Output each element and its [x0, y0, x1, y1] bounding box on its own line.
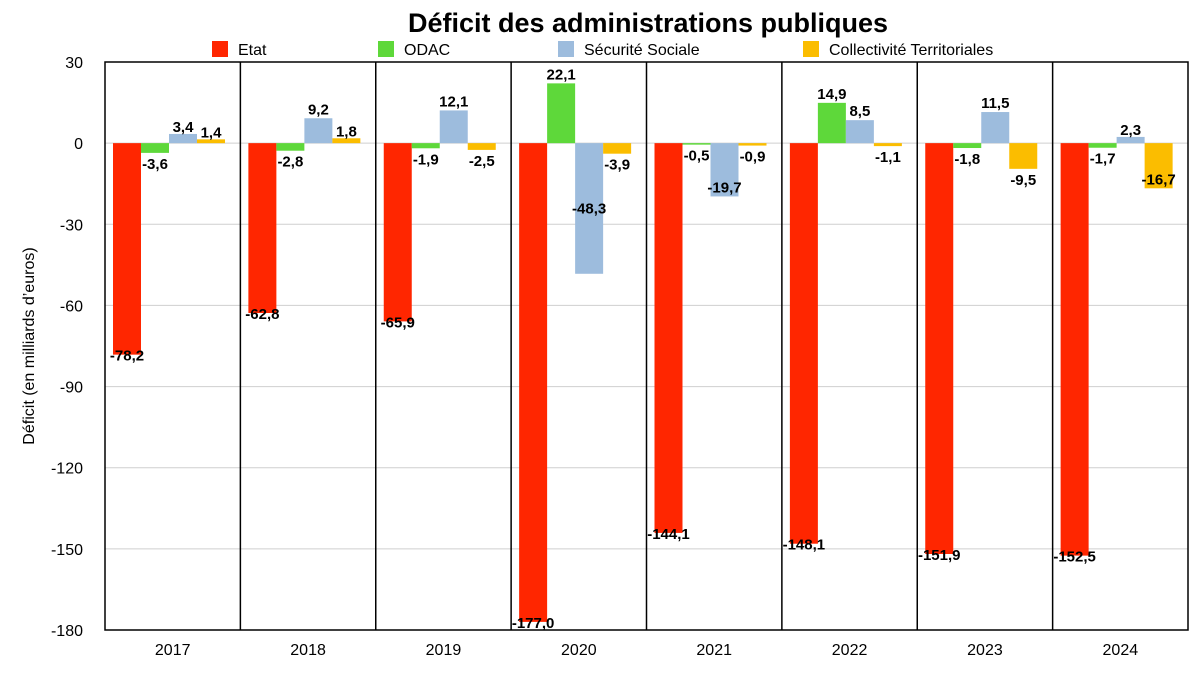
y-axis-label: Déficit (en milliards d’euros)	[21, 247, 38, 444]
bar	[169, 133, 197, 144]
data-label: 1,8	[336, 123, 357, 140]
data-label: -65,9	[381, 314, 415, 331]
legend-label: ODAC	[404, 42, 450, 59]
bar	[332, 138, 361, 144]
data-label: 2,3	[1120, 122, 1141, 139]
data-label: -1,9	[413, 151, 439, 168]
y-tick-label: 0	[74, 136, 83, 153]
bar	[817, 102, 846, 144]
data-label: -48,3	[572, 200, 606, 217]
data-label: -1,7	[1090, 151, 1116, 168]
data-label: -0,5	[684, 147, 710, 164]
x-tick-label: 2019	[426, 642, 462, 659]
bar	[575, 143, 604, 274]
bar	[141, 143, 169, 153]
legend-swatch	[558, 41, 574, 57]
data-label: -144,1	[647, 526, 690, 543]
legend: Etat ODAC Sécurité Sociale Collectivité Ter…	[212, 41, 993, 59]
legend-swatch	[378, 41, 394, 57]
x-tick-label: 2017	[155, 642, 191, 659]
legend-label: Sécurité Sociale	[584, 42, 700, 59]
data-label: 3,4	[173, 119, 195, 136]
data-label: 12,1	[439, 93, 468, 110]
legend-swatch	[803, 41, 819, 57]
data-label: -148,1	[783, 537, 826, 554]
data-label: -3,9	[604, 157, 630, 174]
x-axis-ticks: 2017 2018 2019 2020 2021 2022 2023 2024	[155, 642, 1138, 659]
data-label: 8,5	[849, 103, 870, 120]
y-axis-ticks: 30 0 -30 -60 -90 -120 -150 -180	[51, 55, 83, 640]
legend-label: Etat	[238, 42, 267, 59]
bar	[789, 143, 818, 544]
bar	[845, 120, 874, 144]
y-tick-label: 30	[65, 55, 83, 72]
bar	[304, 118, 333, 144]
bar	[1116, 136, 1145, 144]
bar	[873, 143, 902, 147]
data-label: 1,4	[201, 124, 223, 141]
legend-label: Collectivité Territoriales	[829, 42, 993, 59]
legend-swatch	[212, 41, 228, 57]
y-tick-label: -90	[60, 380, 83, 397]
data-label: -1,8	[954, 151, 980, 168]
bar	[467, 143, 496, 150]
bar	[953, 143, 982, 149]
data-label: -19,7	[707, 179, 741, 196]
data-label: 22,1	[547, 66, 576, 83]
bar	[519, 143, 548, 622]
bar	[276, 143, 305, 151]
bar	[710, 143, 739, 197]
data-label: -1,1	[875, 149, 901, 166]
data-label: -151,9	[918, 547, 961, 564]
plot-frame	[104, 61, 1189, 631]
chart-title: Déficit des administrations publiques	[408, 8, 888, 38]
bar	[1144, 143, 1173, 189]
year-separators	[239, 62, 1054, 630]
data-label: -177,0	[512, 615, 555, 632]
bar	[925, 143, 954, 554]
bar	[439, 110, 468, 144]
data-label: -2,5	[469, 153, 495, 170]
bar	[603, 143, 632, 154]
data-label: -9,5	[1010, 172, 1036, 189]
data-label: 11,5	[981, 95, 1009, 112]
bar	[1009, 143, 1038, 169]
x-tick-label: 2022	[832, 642, 868, 659]
data-label: -0,9	[740, 149, 766, 166]
data-label: -2,8	[277, 154, 303, 171]
x-tick-label: 2023	[967, 642, 1003, 659]
bar	[248, 143, 277, 314]
data-label: 14,9	[817, 86, 846, 103]
bar	[383, 143, 412, 322]
y-tick-label: -150	[51, 542, 83, 559]
bar	[113, 143, 141, 355]
bar	[1060, 143, 1089, 556]
bar	[654, 143, 683, 533]
bar	[197, 139, 225, 144]
bar	[411, 143, 440, 149]
y-tick-label: -120	[51, 461, 83, 478]
data-label: -152,5	[1053, 549, 1096, 566]
x-tick-label: 2020	[561, 642, 597, 659]
y-tick-label: -180	[51, 623, 83, 640]
data-label: -78,2	[110, 348, 144, 365]
bars	[113, 83, 1173, 622]
data-labels: -78,2 -62,8 -65,9 -177,0 -144,1 -148,1 -151,9 -…	[110, 66, 1176, 632]
bar	[547, 83, 576, 144]
y-tick-label: -30	[60, 217, 83, 234]
x-tick-label: 2024	[1103, 642, 1139, 659]
bar	[1088, 143, 1117, 148]
bar	[981, 112, 1010, 144]
data-label: -3,6	[142, 156, 168, 173]
x-tick-label: 2021	[696, 642, 732, 659]
data-label: -16,7	[1142, 171, 1176, 188]
data-label: -62,8	[245, 306, 279, 323]
bar	[738, 143, 767, 146]
data-label: 9,2	[308, 101, 329, 118]
bar	[682, 143, 711, 145]
y-tick-label: -60	[60, 298, 83, 315]
x-tick-label: 2018	[290, 642, 326, 659]
